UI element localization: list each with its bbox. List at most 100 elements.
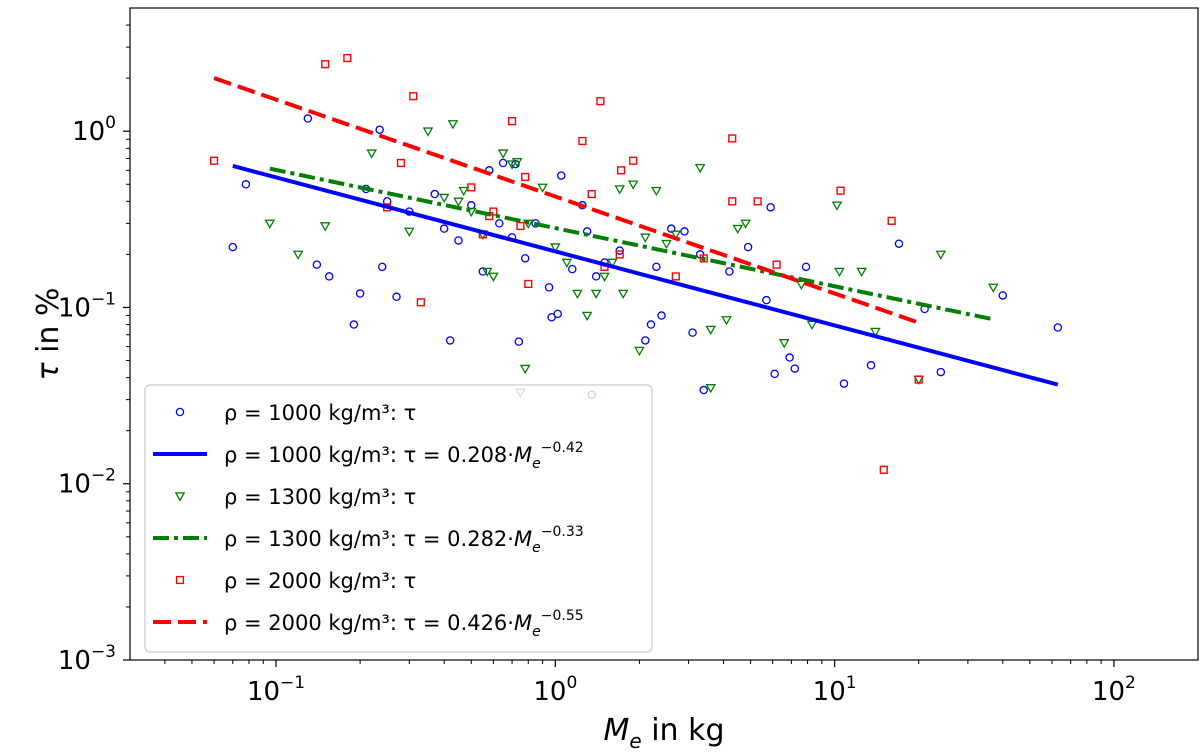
data-point [831,201,843,211]
data-point [615,250,624,259]
data-point [264,219,276,229]
data-point [617,289,629,300]
data-point [454,236,463,245]
data-point [652,262,661,272]
data-point [561,258,573,268]
data-point [836,186,845,195]
data-point [988,283,999,293]
data-point [467,183,476,192]
plot-frame [129,7,1199,661]
data-point [614,185,626,195]
data-point [651,186,662,197]
data-point [507,117,517,126]
data-point [839,379,849,388]
data-point [705,384,717,394]
legend-entry-0: ρ = 1000 kg/m³: τ [175,401,416,425]
data-point [303,114,313,123]
data-point [403,227,415,237]
data-point [489,207,498,216]
data-point [572,289,583,300]
data-point [634,346,645,357]
data-point [422,127,434,137]
data-point [396,158,406,168]
data-point [312,260,322,269]
data-point [497,149,509,159]
data-point [511,158,523,168]
data-point [641,336,650,345]
axes: 10−1 100 101 102 10−3 10−2 10−1 100 [58,24,1136,707]
data-point [879,465,888,474]
legend-label: ρ = 1300 kg/m³: τ = 0.282·Me−0.33 [224,524,584,556]
legend-frame [144,384,653,653]
legend-label: ρ = 2000 kg/m³: τ = 0.426·Me−0.55 [224,608,584,640]
data-point [343,53,352,63]
data-point [392,292,401,302]
data-point [1053,323,1063,332]
data-point [447,120,459,130]
legend-label: ρ = 1300 kg/m³: τ [224,485,416,509]
data-point [377,262,387,272]
data-point [495,219,504,228]
legend-label: ρ = 2000 kg/m³: τ [224,569,416,593]
data-point [770,369,779,379]
data-point [680,227,689,236]
data-point [349,320,359,329]
legend-entry-1: ρ = 1000 kg/m³: τ = 0.208·Me−0.42 [153,440,584,472]
series-0 [228,114,1063,399]
data-point [732,224,744,235]
x-tick-label: 100 [533,673,577,707]
data-point [537,183,548,193]
data-point [785,353,794,362]
data-point [670,230,682,240]
data-point [936,367,946,377]
data-point [870,327,881,338]
data-point [699,385,709,395]
legend-marker [175,407,185,417]
data-point [430,189,439,199]
legend-entry-2: ρ = 1300 kg/m³: τ [174,485,416,509]
data-point [241,180,251,189]
data-point [866,361,876,370]
data-point [801,262,811,272]
data-point [699,254,708,263]
data-point [438,193,450,204]
data-point [856,267,868,278]
data-point [740,219,751,229]
data-point [292,250,304,260]
data-point [721,316,732,326]
data-point [661,239,672,250]
data-point [321,60,330,69]
data-point [596,97,605,106]
data-point [416,298,425,307]
data-point [590,289,602,300]
data-point [553,309,562,319]
series-2 [264,120,999,398]
data-point [894,239,904,248]
data-point [607,258,618,268]
data-point [355,289,365,298]
plot-marks [209,53,1063,474]
data-point [772,260,781,269]
data-point [778,339,790,349]
x-tick-label: 102 [1092,673,1136,707]
data-point [671,272,680,281]
data-point [599,272,610,282]
data-point [581,311,593,322]
legend-marker [174,492,186,502]
data-point [550,243,561,253]
legend-entry-5: ρ = 2000 kg/m³: τ = 0.426·Me−0.55 [153,608,584,640]
data-point [544,283,554,292]
data-point [914,375,923,384]
data-point [409,92,418,101]
data-point [591,272,601,281]
data-point [627,180,639,190]
legend-entry-4: ρ = 2000 kg/m³: τ [175,569,416,593]
data-point [319,222,331,232]
data-point [725,267,734,276]
y-tick-label: 100 [72,113,116,147]
data-point [998,291,1008,300]
series-4 [209,53,923,474]
data-point [705,325,717,336]
legend: ρ = 1000 kg/m³: τ ρ = 1000 kg/m³: τ = 0.2… [144,384,653,653]
data-point [935,250,947,260]
